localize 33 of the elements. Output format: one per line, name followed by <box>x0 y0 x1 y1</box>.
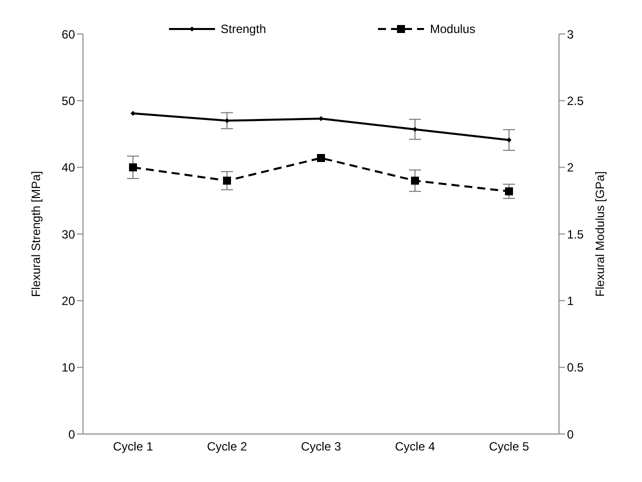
point <box>317 154 325 162</box>
point <box>506 138 512 142</box>
y-tick-label: 10 <box>62 360 76 375</box>
y-axis-title: Flexural Strength [MPa] <box>29 170 43 298</box>
y-tick-label: 60 <box>62 27 76 42</box>
x-tick-label: Cycle 5 <box>488 440 530 454</box>
point <box>130 110 136 116</box>
point <box>411 176 419 185</box>
y-tick-label: 20 <box>62 294 76 308</box>
y2-axis-title: Flexural Modulus [GPa] <box>593 171 607 297</box>
x-tick-label: Cycle 4 <box>394 440 436 454</box>
legend-label: Modulus <box>430 22 476 36</box>
point <box>223 176 231 185</box>
y2-tick-label: 2.5 <box>567 94 584 108</box>
legend-label: Strength <box>220 22 266 36</box>
x-tick-label: Cycle 3 <box>300 440 342 454</box>
y2-tick-label: 0.5 <box>567 360 584 375</box>
y2-tick-label: 3 <box>567 27 574 42</box>
x-tick-label: Cycle 2 <box>206 440 248 454</box>
x-tick-label: Cycle 1 <box>112 440 154 454</box>
y2-tick-label: 0 <box>567 427 574 442</box>
point <box>129 163 137 172</box>
point <box>412 126 418 132</box>
point <box>505 187 513 196</box>
y2-tick-label: 2 <box>567 160 574 175</box>
y-tick-label: 30 <box>62 227 76 242</box>
y-tick-label: 50 <box>62 94 76 108</box>
y2-tick-label: 1.5 <box>567 227 584 242</box>
point <box>318 116 324 122</box>
y-tick-label: 40 <box>62 160 76 175</box>
y-tick-label: 0 <box>68 427 76 442</box>
point <box>224 118 230 124</box>
y2-tick-label: 1 <box>567 294 574 308</box>
